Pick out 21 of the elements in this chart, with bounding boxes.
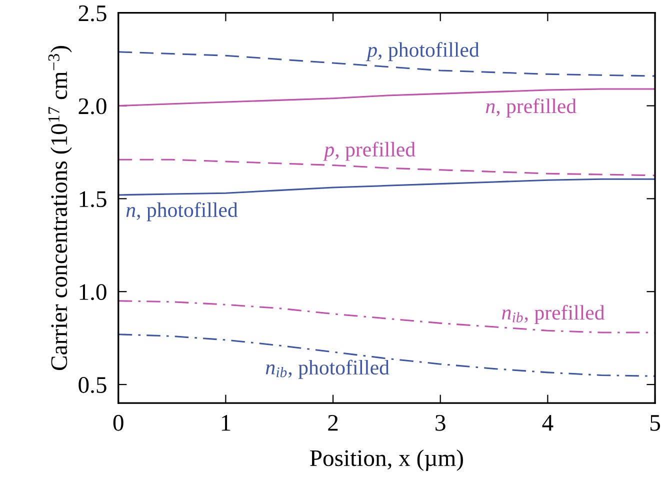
series-label: n$_{ib}$, photofilled	[266, 360, 390, 379]
x-tick-label: 0	[113, 414, 124, 431]
line-series	[118, 334, 656, 377]
series-label: n, photofilled	[126, 202, 238, 222]
x-tick-label: 2	[328, 414, 338, 431]
y-tick-label: 1.0	[80, 284, 106, 300]
x-tick-label: 4	[542, 415, 554, 431]
series-label: n, prefilled	[486, 98, 576, 118]
x-tick-label: 3	[436, 414, 446, 431]
series-label: n$_{ib}$, prefilled	[502, 304, 605, 324]
y-tick-label: 0.5	[78, 377, 106, 394]
series-label: p, photofilled	[366, 42, 480, 62]
x-axis-title: Position, x (µm)	[310, 450, 463, 471]
y-axis-title: Carrier concentrations (10$^{17}$ cm$^{−3}$)	[48, 46, 72, 370]
series-label: p, prefilled	[322, 142, 416, 161]
x-tick-label: 5	[650, 415, 660, 431]
y-tick-label: 1.5	[80, 191, 106, 208]
line-series	[118, 178, 656, 196]
y-tick-label: 2.5	[78, 5, 106, 22]
x-tick-label: 1	[222, 415, 230, 431]
y-tick-label: 2.0	[78, 98, 106, 114]
